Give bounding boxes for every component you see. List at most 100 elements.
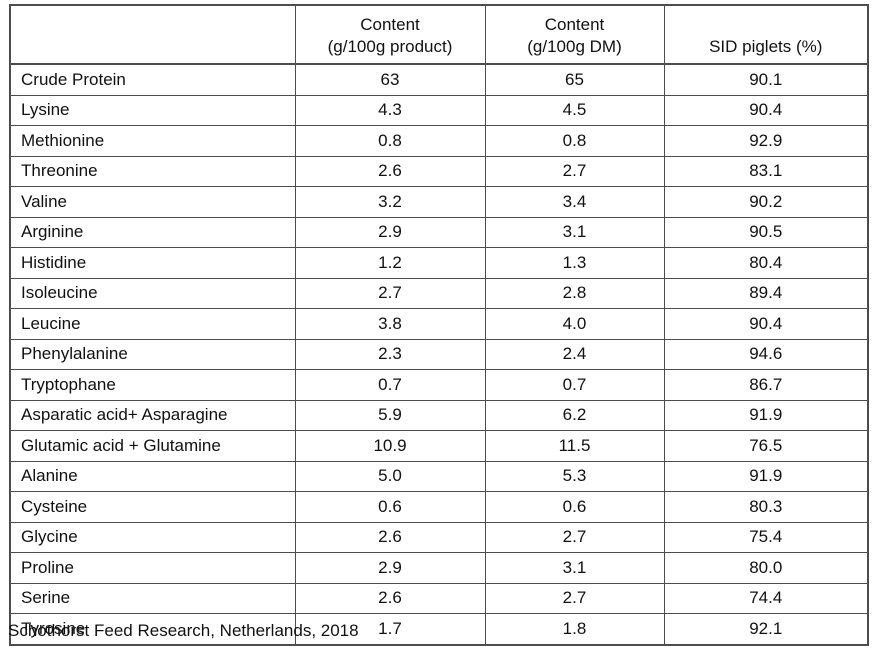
content-product-cell: 5.0 bbox=[294, 460, 486, 492]
content-dm-cell: 0.7 bbox=[484, 369, 665, 401]
content-product-cell: 1.2 bbox=[294, 247, 486, 279]
content-dm-cell: 2.7 bbox=[484, 582, 665, 614]
sid-piglets-cell: 90.1 bbox=[663, 63, 869, 96]
nutrient-name-cell: Proline bbox=[9, 552, 296, 584]
nutrient-name-cell: Crude Protein bbox=[9, 63, 296, 96]
sid-piglets-cell: 74.4 bbox=[663, 582, 869, 614]
content-dm-cell: 2.4 bbox=[484, 338, 665, 370]
content-product-cell: 2.6 bbox=[294, 155, 486, 187]
nutrient-name-cell: Tryptophane bbox=[9, 369, 296, 401]
content-dm-cell: 4.0 bbox=[484, 308, 665, 340]
table-row: Serine 2.6 2.7 74.4 bbox=[9, 582, 869, 614]
sid-piglets-cell: 80.0 bbox=[663, 552, 869, 584]
sid-piglets-cell: 80.3 bbox=[663, 491, 869, 523]
content-dm-cell: 2.8 bbox=[484, 277, 665, 309]
sid-piglets-cell: 75.4 bbox=[663, 521, 869, 553]
table-header-row: Content (g/100g product) Content (g/100g… bbox=[9, 4, 869, 65]
nutrient-name-cell: Threonine bbox=[9, 155, 296, 187]
content-product-cell: 10.9 bbox=[294, 430, 486, 462]
nutrient-name-cell: Glycine bbox=[9, 521, 296, 553]
sid-piglets-cell: 91.9 bbox=[663, 399, 869, 431]
table-row: Tryptophane 0.7 0.7 86.7 bbox=[9, 369, 869, 401]
content-dm-cell: 3.1 bbox=[484, 552, 665, 584]
content-product-cell: 3.8 bbox=[294, 308, 486, 340]
content-product-cell: 3.2 bbox=[294, 186, 486, 218]
table-row: Histidine 1.2 1.3 80.4 bbox=[9, 247, 869, 279]
table-row: Leucine 3.8 4.0 90.4 bbox=[9, 308, 869, 340]
nutrient-name-cell: Cysteine bbox=[9, 491, 296, 523]
content-product-cell: 5.9 bbox=[294, 399, 486, 431]
sid-piglets-cell: 86.7 bbox=[663, 369, 869, 401]
nutrient-content-table: Content (g/100g product) Content (g/100g… bbox=[9, 4, 869, 646]
content-dm-cell: 5.3 bbox=[484, 460, 665, 492]
table-row: Proline 2.9 3.1 80.0 bbox=[9, 552, 869, 584]
content-product-cell: 2.9 bbox=[294, 552, 486, 584]
content-product-cell: 2.3 bbox=[294, 338, 486, 370]
content-product-cell: 63 bbox=[294, 63, 486, 96]
sid-piglets-cell: 90.5 bbox=[663, 216, 869, 248]
nutrient-name-cell: Alanine bbox=[9, 460, 296, 492]
header-cell-blank bbox=[9, 4, 296, 65]
content-product-cell: 4.3 bbox=[294, 94, 486, 126]
nutrient-name-cell: Histidine bbox=[9, 247, 296, 279]
nutrient-name-cell: Serine bbox=[9, 582, 296, 614]
header-cell-content-product: Content (g/100g product) bbox=[294, 4, 486, 65]
header-cell-sid-piglets: SID piglets (%) bbox=[663, 4, 869, 65]
header-content-product-line2: (g/100g product) bbox=[327, 37, 453, 56]
table-row: Crude Protein 63 65 90.1 bbox=[9, 63, 869, 96]
content-product-cell: 2.6 bbox=[294, 521, 486, 553]
table-row: Methionine 0.8 0.8 92.9 bbox=[9, 125, 869, 157]
sid-piglets-cell: 76.5 bbox=[663, 430, 869, 462]
content-product-cell: 0.8 bbox=[294, 125, 486, 157]
content-dm-cell: 0.8 bbox=[484, 125, 665, 157]
table-row: Phenylalanine 2.3 2.4 94.6 bbox=[9, 338, 869, 370]
sid-piglets-cell: 90.2 bbox=[663, 186, 869, 218]
sid-piglets-cell: 80.4 bbox=[663, 247, 869, 279]
nutrient-name-cell: Methionine bbox=[9, 125, 296, 157]
table-row: Asparatic acid+ Asparagine 5.9 6.2 91.9 bbox=[9, 399, 869, 431]
content-dm-cell: 3.1 bbox=[484, 216, 665, 248]
sid-piglets-cell: 90.4 bbox=[663, 94, 869, 126]
table-row: Cysteine 0.6 0.6 80.3 bbox=[9, 491, 869, 523]
content-dm-cell: 3.4 bbox=[484, 186, 665, 218]
table-row: Tyrosine 1.7 1.8 92.1 bbox=[9, 613, 869, 645]
content-dm-cell: 1.8 bbox=[484, 613, 665, 645]
nutrient-name-cell: Tyrosine bbox=[9, 613, 296, 645]
sid-piglets-cell: 94.6 bbox=[663, 338, 869, 370]
table-row: Valine 3.2 3.4 90.2 bbox=[9, 186, 869, 218]
content-product-cell: 0.7 bbox=[294, 369, 486, 401]
content-product-cell: 2.6 bbox=[294, 582, 486, 614]
content-product-cell: 2.9 bbox=[294, 216, 486, 248]
sid-piglets-cell: 83.1 bbox=[663, 155, 869, 187]
header-content-dm-line1: Content bbox=[544, 15, 605, 34]
header-cell-content-dm: Content (g/100g DM) bbox=[484, 4, 665, 65]
table-row: Alanine 5.0 5.3 91.9 bbox=[9, 460, 869, 492]
sid-piglets-cell: 89.4 bbox=[663, 277, 869, 309]
nutrient-name-cell: Valine bbox=[9, 186, 296, 218]
content-dm-cell: 4.5 bbox=[484, 94, 665, 126]
content-dm-cell: 2.7 bbox=[484, 521, 665, 553]
header-content-product-line1: Content bbox=[360, 15, 420, 34]
nutrient-name-cell: Arginine bbox=[9, 216, 296, 248]
nutrient-name-cell: Leucine bbox=[9, 308, 296, 340]
source-note: Schothorst Feed Research, Netherlands, 2… bbox=[8, 621, 359, 640]
table-row: Arginine 2.9 3.1 90.5 bbox=[9, 216, 869, 248]
nutrient-name-cell: Asparatic acid+ Asparagine bbox=[9, 399, 296, 431]
table-row: Isoleucine 2.7 2.8 89.4 bbox=[9, 277, 869, 309]
table-row: Glycine 2.6 2.7 75.4 bbox=[9, 521, 869, 553]
nutrient-name-cell: Phenylalanine bbox=[9, 338, 296, 370]
table-row: Lysine 4.3 4.5 90.4 bbox=[9, 94, 869, 126]
sid-piglets-cell: 91.9 bbox=[663, 460, 869, 492]
table-body: Crude Protein 63 65 90.1 Lysine 4.3 4.5 … bbox=[9, 63, 869, 645]
content-product-cell: 2.7 bbox=[294, 277, 486, 309]
nutrient-name-cell: Glutamic acid + Glutamine bbox=[9, 430, 296, 462]
header-content-dm-line2: (g/100g DM) bbox=[527, 37, 622, 56]
content-product-cell: 0.6 bbox=[294, 491, 486, 523]
sid-piglets-cell: 92.9 bbox=[663, 125, 869, 157]
sid-piglets-cell: 92.1 bbox=[663, 613, 869, 645]
content-dm-cell: 0.6 bbox=[484, 491, 665, 523]
content-dm-cell: 65 bbox=[484, 63, 665, 96]
table-row: Glutamic acid + Glutamine 10.9 11.5 76.5 bbox=[9, 430, 869, 462]
nutrient-name-cell: Lysine bbox=[9, 94, 296, 126]
